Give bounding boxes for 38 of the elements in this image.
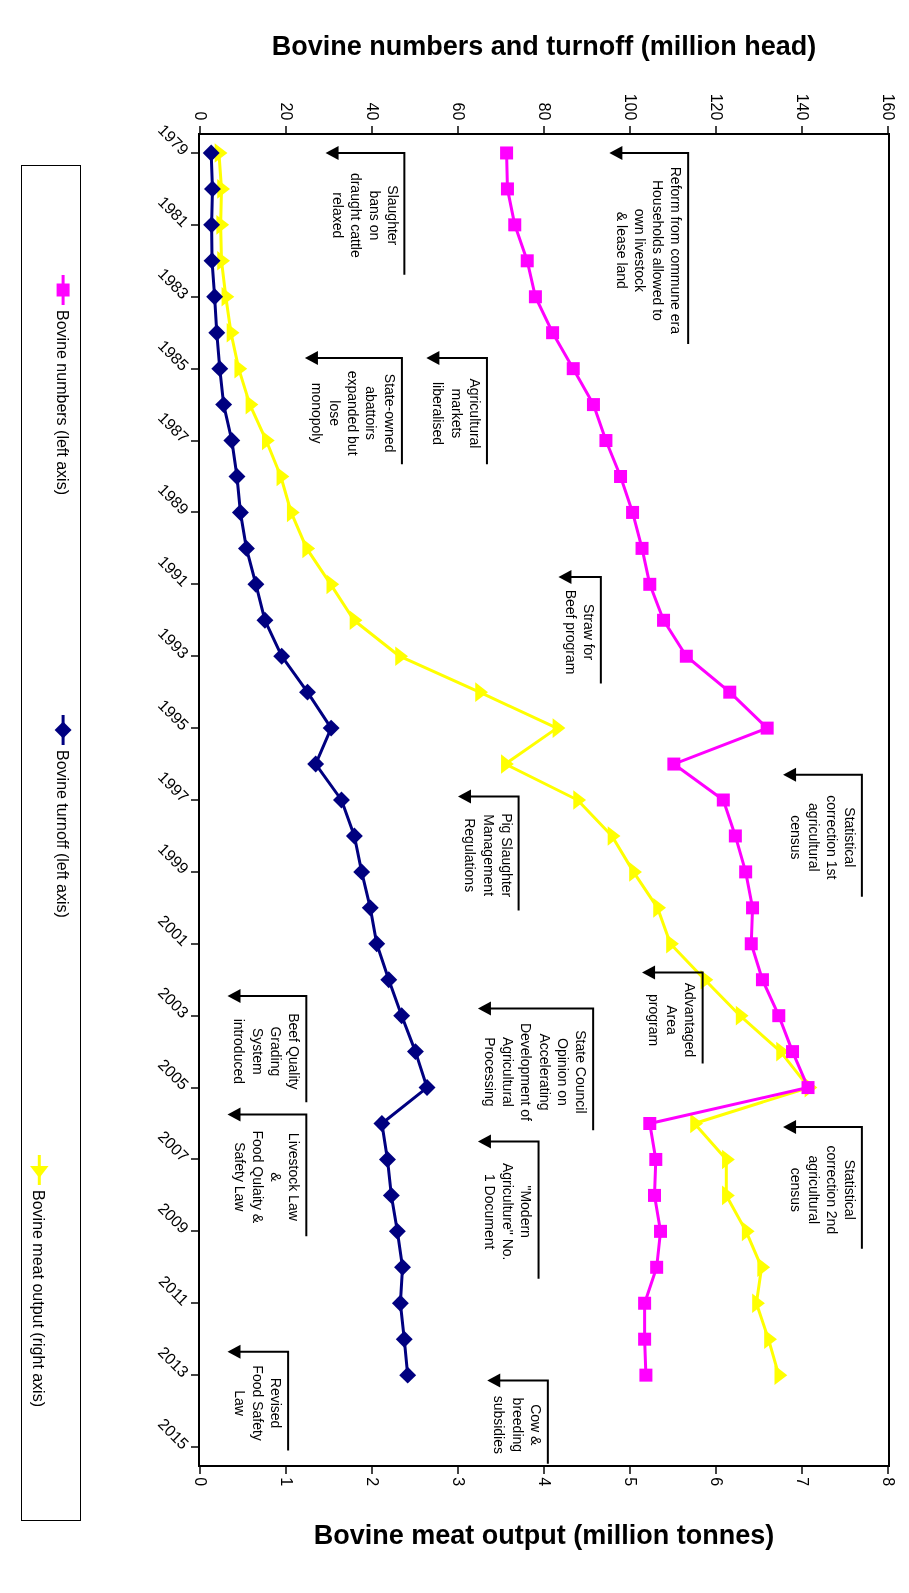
annotation: State Council Opinion on Accelerating Development of Agricultural Processing xyxy=(482,1022,589,1122)
annotation: Cow & breeding subsidies xyxy=(491,1395,544,1455)
x-tick-label: 1 xyxy=(277,1477,295,1487)
x-tick-label: 8 xyxy=(879,1477,897,1487)
x-tick-label: 2 xyxy=(363,1477,381,1487)
annotation: Agricultural markets liberalised xyxy=(430,378,483,449)
x-tick-label: 3 xyxy=(449,1477,467,1487)
x-tick-label: 5 xyxy=(621,1477,639,1487)
x-tick-label: 4 xyxy=(535,1477,553,1487)
annotation: Revised Food Safety Law xyxy=(231,1365,284,1441)
x2-tick-label: 140 xyxy=(793,93,811,121)
annotation: Statistical correction 2nd agricultural census xyxy=(787,1145,859,1235)
legend-label: Bovine meat output (right axis) xyxy=(30,1190,48,1407)
x2-tick-label: 60 xyxy=(449,102,467,121)
x2-tick-label: 100 xyxy=(621,93,639,121)
annotation: State-owned abattoirs expanded but lose monopoly xyxy=(308,370,398,456)
annotation: Straw for Beef program xyxy=(562,589,597,675)
x2-tick-label: 120 xyxy=(707,93,725,121)
x-tick-label: 7 xyxy=(793,1477,811,1487)
x-axis-title: Bovine meat output (million tonnes) xyxy=(313,1520,775,1551)
x2-tick-label: 40 xyxy=(363,102,381,121)
x-tick-label: 6 xyxy=(707,1477,725,1487)
annotation: Beef Quality Grading System introduced xyxy=(231,1013,303,1090)
legend-label: Bovine turnoff (left axis) xyxy=(53,750,71,918)
annotation: Statistical correction 1st agricultural census xyxy=(787,795,859,880)
annotation: Advantaged Area program xyxy=(645,982,699,1058)
x2-axis-title: Bovine numbers and turnoff (million head) xyxy=(271,31,817,62)
annotation: Slaughter bans on draught cattle relaxed xyxy=(330,172,401,258)
x2-tick-label: 0 xyxy=(191,111,209,121)
annotation: Pig Slaughter Management Regulations xyxy=(462,813,515,898)
x-tick-label: 0 xyxy=(191,1477,209,1487)
annotation: Livestock Law & Food Qulaity & Safety Law xyxy=(231,1130,303,1224)
legend-label: Bovine numbers (left axis) xyxy=(53,310,71,495)
x2-tick-label: 160 xyxy=(879,93,897,121)
annotation: Reform from commune era Households allowed to own livestock & lease land xyxy=(613,166,685,335)
x2-tick-label: 20 xyxy=(277,102,295,121)
x2-tick-label: 80 xyxy=(535,102,553,121)
annotation: "Modern Agriculture" No. 1 Document xyxy=(482,1162,535,1261)
